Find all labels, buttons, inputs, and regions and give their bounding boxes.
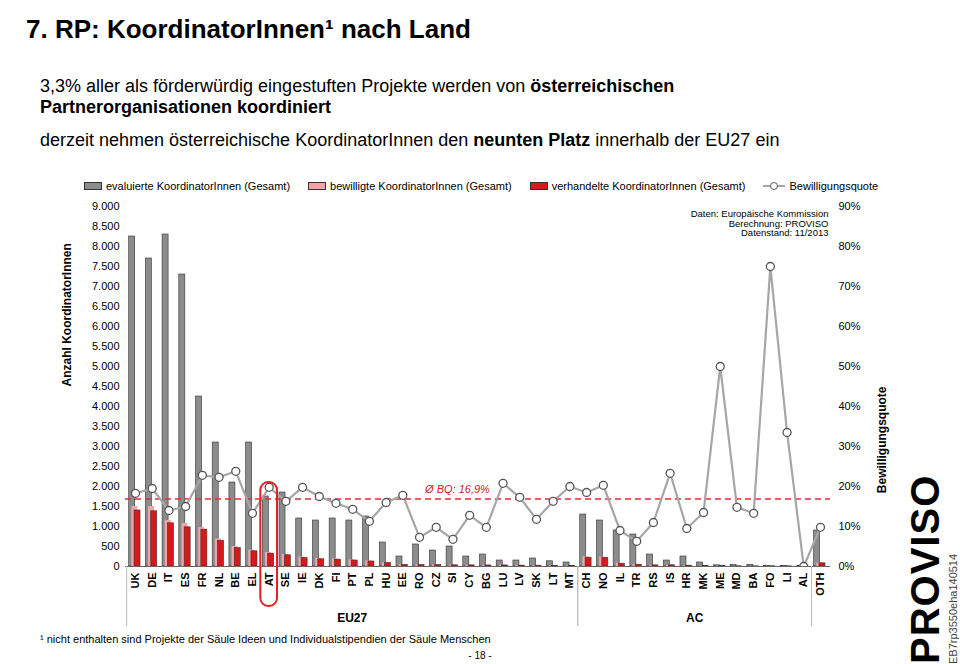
svg-text:2.000: 2.000 <box>92 480 120 492</box>
svg-text:SK: SK <box>530 572 542 587</box>
svg-text:0: 0 <box>113 560 119 572</box>
svg-text:1.500: 1.500 <box>92 500 120 512</box>
svg-text:4.000: 4.000 <box>92 400 120 412</box>
html-text:bewilligte KoordinatorInnen (G: bewilligte KoordinatorInnen (Gesamt) <box>330 180 512 192</box>
svg-text:LT: LT <box>547 572 559 585</box>
svg-text:5.500: 5.500 <box>92 340 120 352</box>
svg-text:EE: EE <box>396 573 408 588</box>
svg-text:SE: SE <box>279 573 291 588</box>
svg-text:RS: RS <box>647 573 659 588</box>
svg-text:SI: SI <box>446 573 458 583</box>
svg-text:DE: DE <box>146 573 158 588</box>
svg-text:0%: 0% <box>839 560 855 572</box>
svg-text:CZ: CZ <box>430 572 442 587</box>
svg-text:HR: HR <box>680 572 692 588</box>
svg-text:PT: PT <box>346 572 358 586</box>
svg-text:MD: MD <box>730 572 742 589</box>
svg-text:ES: ES <box>179 573 191 588</box>
svg-text:4.500: 4.500 <box>92 380 120 392</box>
svg-text:LV: LV <box>513 572 525 586</box>
svg-text:20%: 20% <box>839 480 861 492</box>
svg-text:MK: MK <box>697 572 709 589</box>
svg-text:Ø BQ: 16,9%: Ø BQ: 16,9% <box>424 483 490 495</box>
html-text:EB7rp3550eha140514: EB7rp3550eha140514 <box>947 553 959 664</box>
svg-text:ME: ME <box>714 573 726 590</box>
svg-text:3.000: 3.000 <box>92 440 120 452</box>
svg-text:90%: 90% <box>839 200 861 212</box>
html-text:7. RP: KoordinatorInnen¹ nach: 7. RP: KoordinatorInnen¹ nach Land <box>26 14 471 44</box>
svg-text:50%: 50% <box>839 360 861 372</box>
svg-text:8.500: 8.500 <box>92 220 120 232</box>
svg-text:MT: MT <box>563 572 575 588</box>
svg-text:CH: CH <box>580 572 592 588</box>
svg-text:60%: 60% <box>839 320 861 332</box>
svg-text:8.000: 8.000 <box>92 240 120 252</box>
html-text:- 18 -: - 18 - <box>468 650 492 661</box>
svg-text:70%: 70% <box>839 280 861 292</box>
svg-text:CY: CY <box>463 572 475 588</box>
svg-text:5.000: 5.000 <box>92 360 120 372</box>
svg-text:RO: RO <box>413 572 425 589</box>
svg-text:40%: 40% <box>839 400 861 412</box>
svg-text:7.000: 7.000 <box>92 280 120 292</box>
svg-text:UK: UK <box>129 572 141 588</box>
html-text:evaluierte KoordinatorInnen (G: evaluierte KoordinatorInnen (Gesamt) <box>106 180 290 192</box>
svg-text:7.500: 7.500 <box>92 260 120 272</box>
svg-text:LI: LI <box>781 573 793 583</box>
svg-text:6.000: 6.000 <box>92 320 120 332</box>
svg-text:500: 500 <box>101 540 119 552</box>
svg-text:FR: FR <box>196 572 208 587</box>
svg-text:DK: DK <box>313 572 325 588</box>
svg-text:TR: TR <box>630 572 642 587</box>
svg-text:EL: EL <box>246 572 258 586</box>
svg-text:Daten: Europäische KommissionB: Daten: Europäische KommissionBerechnung:… <box>691 208 829 238</box>
html-text:3,3% aller als förderwürdig ei: 3,3% aller als förderwürdig eingestuften… <box>40 76 675 117</box>
svg-text:2.500: 2.500 <box>92 460 120 472</box>
svg-text:OTH: OTH <box>814 572 826 595</box>
svg-text:IT: IT <box>162 572 174 582</box>
svg-text:Bewilligungsquote: Bewilligungsquote <box>875 386 889 493</box>
html-text:derzeit nehmen österreichische: derzeit nehmen österreichische Koordinat… <box>40 130 780 150</box>
html-text:PROVISO: PROVISO <box>903 474 947 664</box>
svg-text:PL: PL <box>363 572 375 586</box>
html-text:¹ nicht enthalten sind Projekt: ¹ nicht enthalten sind Projekte der Säul… <box>40 633 491 645</box>
svg-text:NO: NO <box>597 572 609 589</box>
svg-text:FO: FO <box>764 572 776 588</box>
svg-text:LU: LU <box>497 572 509 587</box>
svg-text:HU: HU <box>380 572 392 588</box>
html-text:verhandelte KoordinatorInnen (: verhandelte KoordinatorInnen (Gesamt) <box>551 180 746 192</box>
svg-text:FI: FI <box>330 573 342 583</box>
svg-text:AT: AT <box>263 572 275 586</box>
svg-text:10%: 10% <box>839 520 861 532</box>
svg-text:30%: 30% <box>839 440 861 452</box>
svg-text:BE: BE <box>229 573 241 588</box>
svg-text:9.000: 9.000 <box>92 200 120 212</box>
svg-text:AL: AL <box>797 572 809 587</box>
svg-text:IS: IS <box>664 573 676 583</box>
svg-text:BA: BA <box>747 572 759 588</box>
svg-text:BG: BG <box>480 573 492 590</box>
svg-text:EU27: EU27 <box>337 611 367 625</box>
svg-text:80%: 80% <box>839 240 861 252</box>
svg-text:IE: IE <box>296 573 308 583</box>
html-text:Bewilligungsquote: Bewilligungsquote <box>789 180 879 192</box>
svg-text:AC: AC <box>686 611 704 625</box>
svg-text:3.500: 3.500 <box>92 420 120 432</box>
svg-text:1.000: 1.000 <box>92 520 120 532</box>
svg-text:6.500: 6.500 <box>92 300 120 312</box>
svg-text:Anzahl KoordinatorInnen: Anzahl KoordinatorInnen <box>60 243 74 386</box>
svg-text:NL: NL <box>213 572 225 587</box>
svg-text:IL: IL <box>614 572 626 582</box>
